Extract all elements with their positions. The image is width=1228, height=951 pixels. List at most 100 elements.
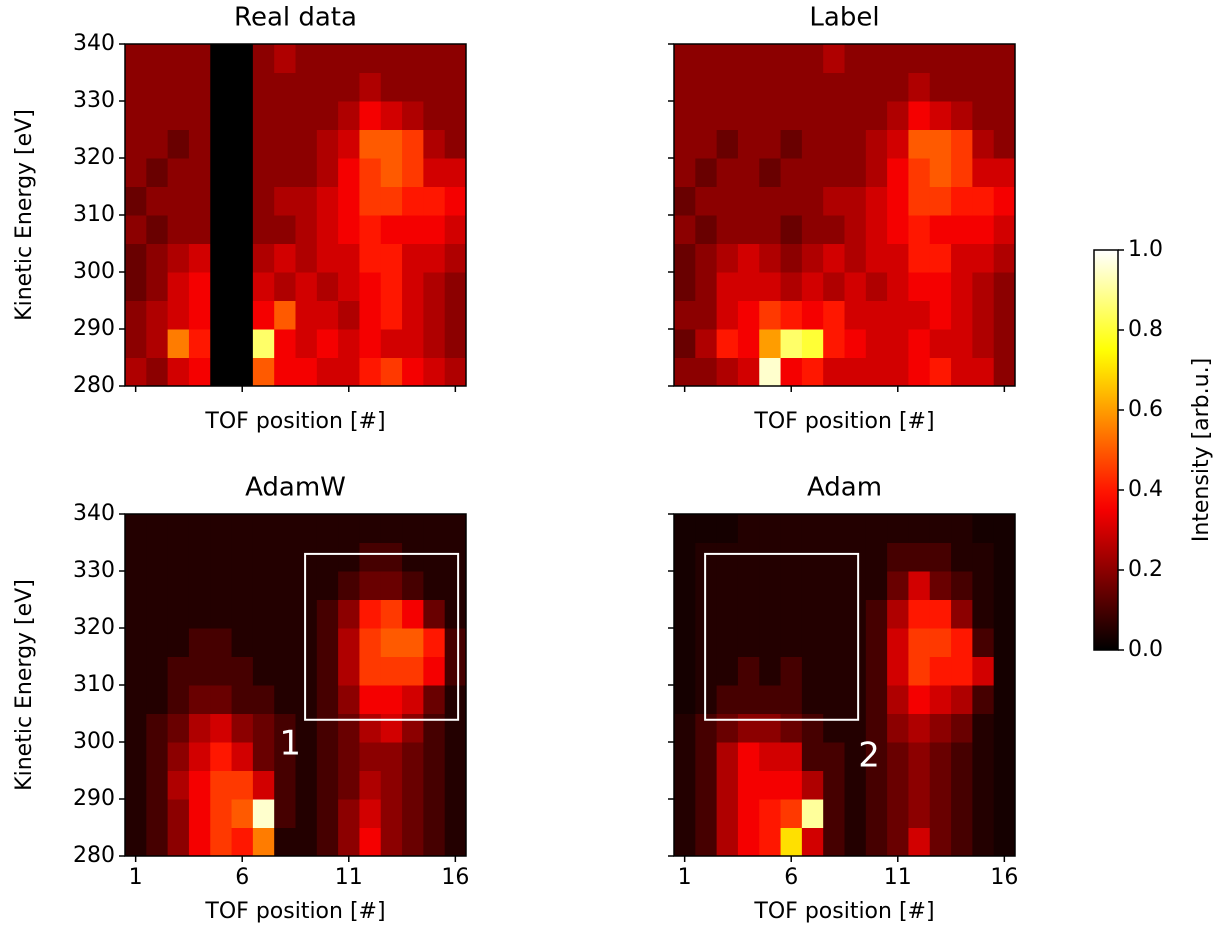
heat-cell — [444, 685, 467, 714]
heat-cell — [295, 599, 318, 629]
heat-cell — [908, 656, 931, 686]
heat-cell — [316, 44, 339, 73]
heat-cell — [951, 571, 973, 600]
heat-cell — [359, 514, 382, 543]
heat-cell — [146, 713, 169, 743]
heat-cell — [823, 44, 845, 73]
heat-cell — [423, 742, 446, 771]
heat-cell — [146, 101, 169, 130]
heat-cell — [295, 770, 318, 800]
heat-cell — [993, 129, 1016, 159]
heat-cell — [167, 186, 190, 216]
x-tick-label: 11 — [335, 865, 363, 890]
heat-cell — [801, 685, 824, 714]
heat-cell — [972, 685, 995, 714]
heat-cell — [929, 742, 952, 771]
heat-cell — [737, 215, 760, 244]
heat-cell — [716, 129, 739, 159]
heat-cell — [146, 742, 169, 771]
heat-cell — [167, 571, 190, 600]
heat-cell — [908, 685, 931, 714]
heat-cell — [737, 129, 760, 159]
heat-cell — [380, 101, 403, 130]
heat-cell — [423, 713, 446, 743]
heat-cell — [929, 599, 952, 629]
heat-cell — [737, 514, 760, 543]
heat-cell — [695, 542, 718, 572]
heat-cell — [972, 272, 995, 301]
heat-cell — [823, 514, 845, 543]
heat-cell — [231, 272, 254, 301]
heat-cell — [295, 101, 318, 130]
heat-cell — [972, 357, 995, 387]
heat-cell — [167, 827, 190, 857]
heat-cell — [125, 742, 147, 771]
heat-cell — [801, 272, 824, 301]
heat-cell — [759, 799, 782, 828]
heat-cell — [674, 628, 696, 657]
heat-cell — [759, 101, 782, 130]
heat-cell — [737, 656, 760, 686]
heat-cell — [951, 599, 973, 629]
heat-cell — [231, 713, 254, 743]
heat-cell — [210, 542, 233, 572]
heat-cell — [737, 44, 760, 73]
heat-cell — [951, 542, 973, 572]
heat-cell — [252, 357, 275, 387]
heat-cell — [274, 72, 296, 102]
heat-cell — [359, 799, 382, 828]
heat-cell — [823, 357, 845, 387]
heat-cell — [993, 656, 1016, 686]
heat-cell — [423, 243, 446, 273]
heat-cell — [887, 770, 909, 800]
heat-cell — [823, 186, 845, 216]
heat-cell — [801, 656, 824, 686]
heat-cell — [338, 599, 360, 629]
heat-cell — [865, 158, 888, 187]
heat-cell — [125, 542, 147, 572]
heat-cell — [188, 44, 211, 73]
heat-cell — [210, 799, 233, 828]
heat-cell — [716, 542, 739, 572]
heat-cell — [402, 571, 424, 600]
heat-cell — [231, 215, 254, 244]
heat-cell — [972, 44, 995, 73]
heat-cell — [444, 272, 467, 301]
heat-cell — [295, 542, 318, 572]
heat-cell — [908, 599, 931, 629]
heat-cell — [274, 628, 296, 657]
heat-cell — [380, 243, 403, 273]
heat-cell — [865, 571, 888, 600]
heat-cell — [402, 44, 424, 73]
heat-cell — [929, 656, 952, 686]
heat-cell — [759, 72, 782, 102]
heat-cell — [231, 599, 254, 629]
heat-cell — [210, 186, 233, 216]
heat-cell — [695, 742, 718, 771]
heat-cell — [695, 215, 718, 244]
colorbar — [1093, 249, 1119, 651]
heat-cell — [146, 827, 169, 857]
heat-cell — [972, 243, 995, 273]
heat-cell — [993, 742, 1016, 771]
heat-cell — [993, 357, 1016, 387]
heat-cell — [887, 72, 909, 102]
heat-cell — [338, 656, 360, 686]
heat-cell — [274, 685, 296, 714]
heat-cell — [231, 44, 254, 73]
heat-cell — [295, 514, 318, 543]
heat-cell — [402, 329, 424, 358]
x-axis-label: TOF position [#] — [204, 409, 385, 434]
heat-cell — [929, 571, 952, 600]
heat-cell — [908, 186, 931, 216]
colorbar-tick-label: 0.8 — [1128, 317, 1163, 342]
heat-cell — [167, 44, 190, 73]
heat-cell — [295, 357, 318, 387]
heat-cell — [823, 272, 845, 301]
heat-cell — [865, 599, 888, 629]
heat-cell — [759, 272, 782, 301]
heat-cell — [380, 713, 403, 743]
heat-cell — [887, 357, 909, 387]
heat-cell — [993, 542, 1016, 572]
heat-cell — [844, 329, 867, 358]
